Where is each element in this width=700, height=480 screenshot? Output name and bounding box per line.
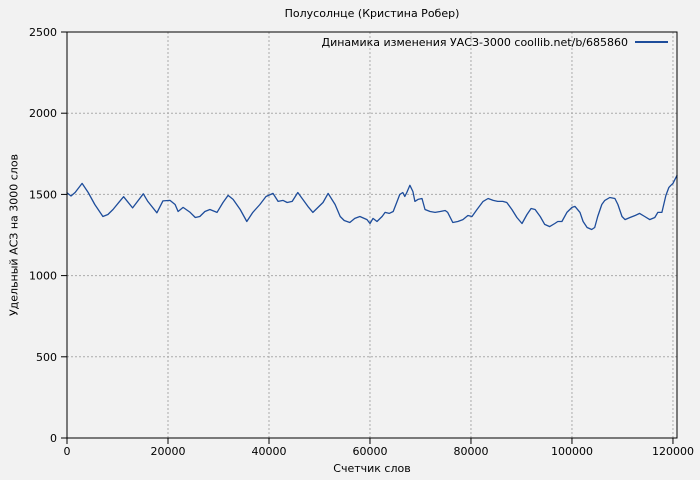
y-tick-label: 1000: [29, 270, 57, 283]
legend-line-sample: [635, 41, 668, 43]
x-tick-label: 20000: [150, 445, 185, 458]
plot-border: [66, 31, 678, 439]
x-tick-label: 40000: [251, 445, 286, 458]
chart-title: Полусолнце (Кристина Робер): [284, 7, 460, 20]
y-tick-label: 500: [36, 351, 57, 364]
legend-label: Динамика изменения УАСЗ-3000 coollib.net…: [321, 35, 629, 49]
x-tick-label: 80000: [453, 445, 488, 458]
x-tick-label: 0: [64, 445, 71, 458]
data-series-line: [66, 174, 678, 231]
y-tick-label: 2500: [29, 26, 57, 39]
x-tick-label: 120000: [652, 445, 694, 458]
x-axis-label: Счетчик слов: [333, 462, 411, 475]
y-tick-label: 1500: [29, 188, 57, 201]
y-tick-label: 2000: [29, 107, 57, 120]
x-tick-label: 60000: [352, 445, 387, 458]
y-tick-label: 0: [50, 432, 57, 445]
legend: Динамика изменения УАСЗ-3000 coollib.net…: [321, 35, 668, 49]
x-tick-label: 100000: [551, 445, 593, 458]
y-axis-label: Удельный АСЗ на 3000 слов: [7, 153, 21, 317]
